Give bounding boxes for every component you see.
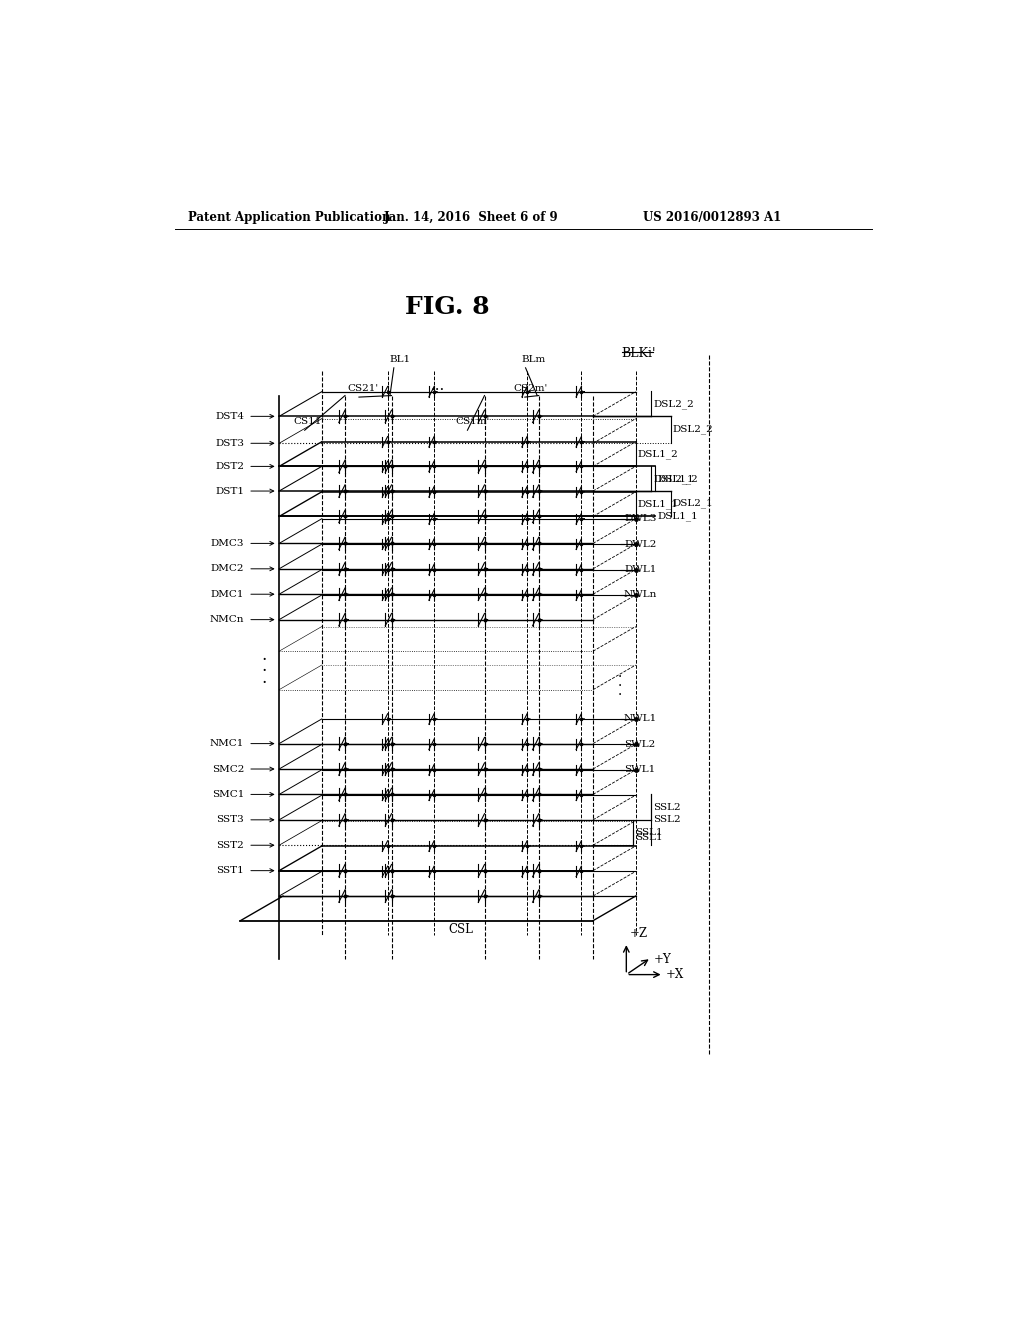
Text: SST1: SST1	[216, 866, 245, 875]
Text: .: .	[618, 665, 623, 680]
Text: BL1: BL1	[390, 355, 411, 364]
Text: DST3: DST3	[215, 438, 245, 447]
Text: .: .	[618, 675, 623, 689]
Text: DSL1_2: DSL1_2	[657, 474, 698, 483]
Text: +X: +X	[666, 968, 684, 981]
Text: CS11': CS11'	[293, 417, 325, 426]
Text: CS21': CS21'	[347, 384, 379, 393]
Text: CS2m': CS2m'	[513, 384, 548, 393]
Text: Patent Application Publication: Patent Application Publication	[188, 211, 391, 224]
Text: SWL1: SWL1	[624, 766, 655, 775]
Text: DSL2_2: DSL2_2	[673, 425, 714, 434]
Text: SWL2: SWL2	[624, 741, 655, 748]
Text: DST4: DST4	[215, 412, 245, 421]
Text: DSL2_1: DSL2_1	[653, 474, 694, 483]
Text: DMC1: DMC1	[211, 590, 245, 599]
Text: DSL1_1: DSL1_1	[638, 499, 679, 510]
Text: BLKi': BLKi'	[622, 347, 656, 360]
Text: SSL2: SSL2	[653, 816, 681, 824]
Text: NWL1: NWL1	[624, 714, 657, 723]
Text: SSL1: SSL1	[636, 829, 664, 837]
Text: +Z: +Z	[630, 927, 647, 940]
Text: NMCn: NMCn	[210, 615, 245, 624]
Text: DSL2_1: DSL2_1	[673, 499, 714, 508]
Text: US 2016/0012893 A1: US 2016/0012893 A1	[643, 211, 781, 224]
Text: DST2: DST2	[215, 462, 245, 471]
Text: FIG. 8: FIG. 8	[406, 296, 490, 319]
Text: .: .	[261, 659, 266, 675]
Text: Jan. 14, 2016  Sheet 6 of 9: Jan. 14, 2016 Sheet 6 of 9	[384, 211, 558, 224]
Text: BLm: BLm	[521, 355, 546, 364]
Text: +Y: +Y	[653, 953, 671, 966]
Text: SST3: SST3	[216, 816, 245, 824]
Text: .: .	[261, 669, 266, 686]
Text: NWLn: NWLn	[624, 590, 657, 599]
Text: DSL2_2: DSL2_2	[653, 399, 694, 409]
Text: SMC2: SMC2	[212, 764, 245, 774]
Text: CS1m': CS1m'	[456, 417, 490, 426]
Text: NMC1: NMC1	[210, 739, 245, 748]
Text: SSL1: SSL1	[636, 833, 664, 842]
Text: CSL: CSL	[449, 924, 474, 936]
Text: DMC3: DMC3	[211, 539, 245, 548]
Text: .: .	[618, 684, 623, 698]
Text: DSL1_1: DSL1_1	[657, 512, 698, 521]
Text: DWL1: DWL1	[624, 565, 656, 574]
Text: ...: ...	[431, 379, 445, 392]
Text: DWL3: DWL3	[624, 515, 656, 523]
Text: DST1: DST1	[215, 487, 245, 495]
Text: DSL1_2: DSL1_2	[638, 449, 679, 459]
Text: DWL2: DWL2	[624, 540, 656, 549]
Text: SSL2: SSL2	[653, 803, 681, 812]
Text: SMC1: SMC1	[212, 789, 245, 799]
Text: .: .	[261, 647, 266, 664]
Text: DMC2: DMC2	[211, 565, 245, 573]
Text: SST2: SST2	[216, 841, 245, 850]
